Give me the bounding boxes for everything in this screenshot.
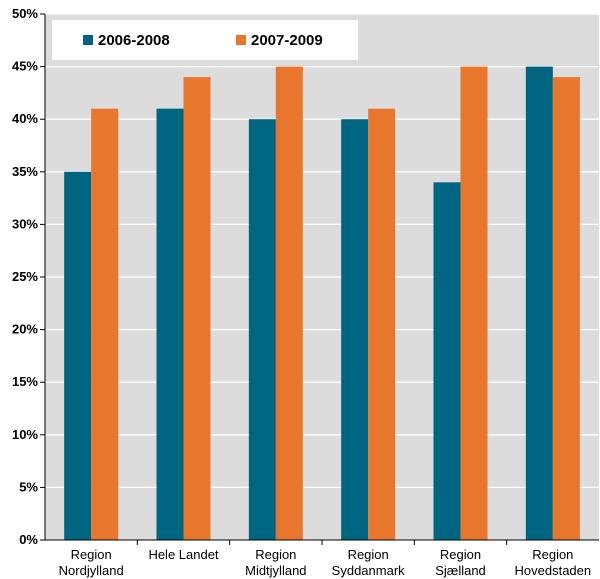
y-tick-label: 45%	[12, 59, 38, 74]
x-category-label: Region Hovedstaden	[515, 547, 592, 578]
bar-2006-2008	[341, 119, 369, 540]
bar-2006-2008	[64, 171, 92, 541]
bar-2006-2008	[156, 108, 184, 541]
bar-2007-2009	[183, 77, 211, 541]
y-tick-label: 35%	[12, 164, 38, 179]
legend-label: 2007-2009	[251, 32, 323, 49]
bar-2006-2008	[248, 119, 276, 540]
y-tick-labels: 0% 5% 10% 15% 20% 25% 30% 35% 40% 45% 50%	[12, 6, 38, 547]
bar-2006-2008	[525, 66, 553, 540]
x-category-labels: Region Nordjylland Hele Landet Region Midtjy…	[59, 547, 592, 578]
bar-2007-2009	[91, 108, 119, 541]
bar-2007-2009	[275, 66, 303, 540]
y-tick-label: 5%	[19, 479, 38, 494]
x-category-label: Hele Landet	[148, 547, 218, 562]
y-tick-label: 40%	[12, 111, 38, 126]
y-tick-label: 30%	[12, 216, 38, 231]
y-tick-label: 25%	[12, 269, 38, 284]
y-tick-label: 10%	[12, 427, 38, 442]
legend-label: 2006-2008	[98, 32, 170, 49]
bar-2006-2008	[433, 182, 461, 540]
bars	[64, 66, 580, 541]
bar-2007-2009	[460, 66, 488, 540]
legend: 2006-2008 2007-2009	[52, 20, 358, 60]
x-category-label: Region Midtjylland	[245, 547, 306, 578]
gridlines	[45, 13, 599, 489]
bar-2007-2009	[368, 108, 396, 541]
legend-box	[52, 20, 358, 60]
legend-swatch	[236, 35, 246, 45]
y-tick-label: 0%	[19, 532, 38, 547]
axes	[40, 13, 599, 545]
y-tick-label: 15%	[12, 374, 38, 389]
x-category-label: Region Syddanmark	[332, 547, 405, 578]
y-tick-label: 20%	[12, 322, 38, 337]
legend-swatch	[83, 35, 93, 45]
bar-2007-2009	[552, 77, 580, 541]
y-tick-label: 50%	[12, 6, 38, 21]
x-category-label: Region Sjælland	[435, 547, 486, 578]
x-category-label: Region Nordjylland	[59, 547, 124, 578]
